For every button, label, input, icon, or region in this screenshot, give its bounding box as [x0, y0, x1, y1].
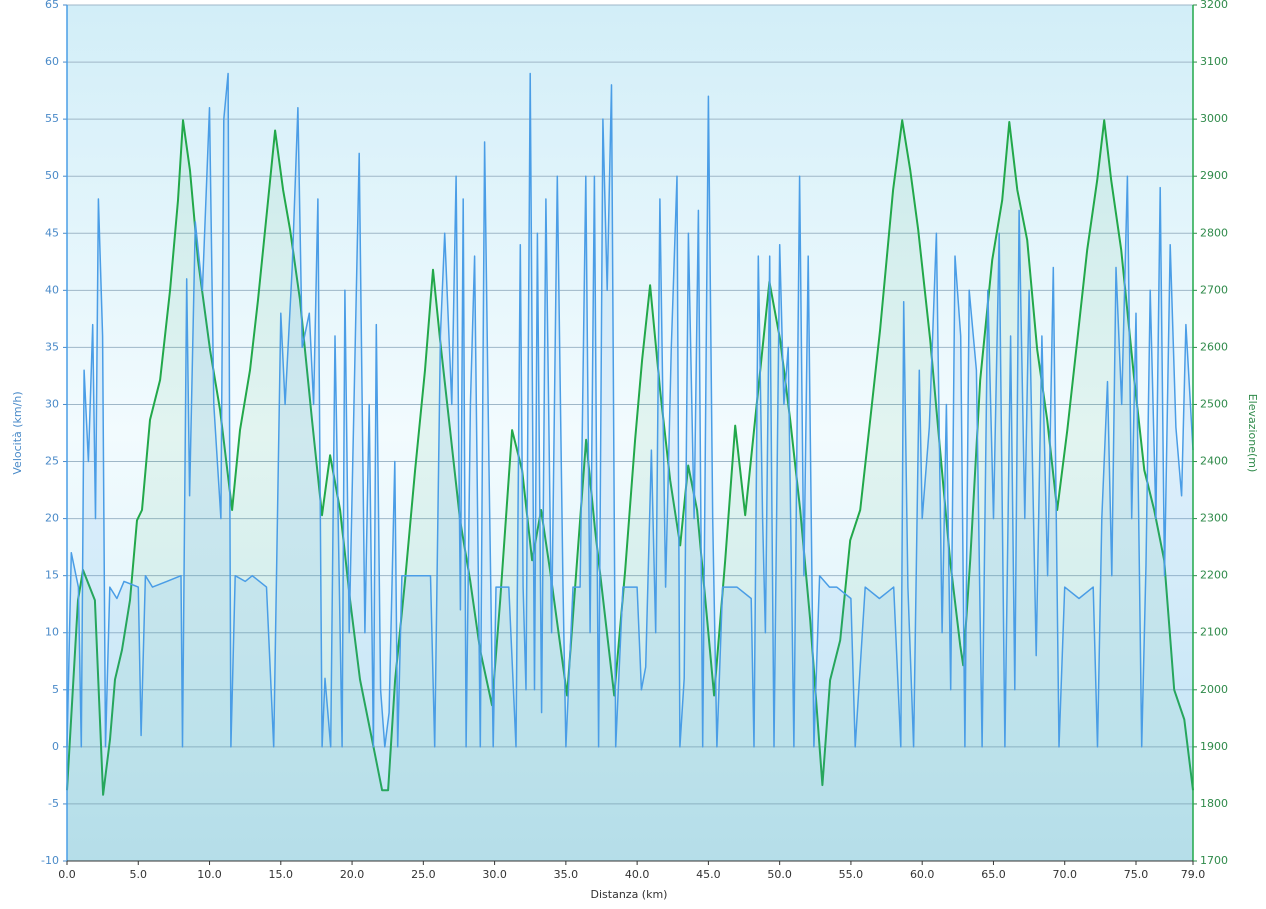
- series-area: [67, 73, 1193, 861]
- y2-tick-label: 2300: [1200, 512, 1228, 525]
- y2-tick-label: 1900: [1200, 740, 1228, 753]
- x-tick-label: 5.0: [130, 868, 148, 881]
- y-tick-label: 45: [45, 226, 59, 239]
- x-tick-label: 20.0: [340, 868, 365, 881]
- y-tick-label: -10: [41, 854, 59, 867]
- y-tick-label: 65: [45, 0, 59, 11]
- x-tick-label: 40.0: [625, 868, 650, 881]
- y-tick-label: 40: [45, 283, 59, 296]
- x-tick-label: 0.0: [58, 868, 76, 881]
- y-tick-label: 55: [45, 112, 59, 125]
- y-tick-label: 60: [45, 55, 59, 68]
- y2-tick-label: 1800: [1200, 797, 1228, 810]
- y-tick-label: 15: [45, 569, 59, 582]
- y2-tick-label: 2400: [1200, 455, 1228, 468]
- y2-tick-label: 3000: [1200, 112, 1228, 125]
- x-tick-label: 10.0: [197, 868, 222, 881]
- y-tick-label: 10: [45, 626, 59, 639]
- y2-tick-label: 2800: [1200, 226, 1228, 239]
- y-tick-label: 35: [45, 340, 59, 353]
- y-tick-label: 30: [45, 397, 59, 410]
- x-tick-label: 25.0: [411, 868, 436, 881]
- x-tick-label: 79.0: [1181, 868, 1206, 881]
- y2-tick-label: 2500: [1200, 397, 1228, 410]
- x-tick-label: 15.0: [269, 868, 294, 881]
- y-tick-label: 25: [45, 455, 59, 468]
- x-axis-label: Distanza (km): [591, 888, 668, 901]
- y-tick-label: 0: [52, 740, 59, 753]
- x-tick-label: 45.0: [696, 868, 721, 881]
- y-tick-label: -5: [48, 797, 59, 810]
- y2-tick-label: 3200: [1200, 0, 1228, 11]
- y2-tick-label: 2600: [1200, 340, 1228, 353]
- y2-tick-label: 3100: [1200, 55, 1228, 68]
- y2-tick-label: 2900: [1200, 169, 1228, 182]
- y2-tick-label: 2200: [1200, 569, 1228, 582]
- y2-axis-label: Elevazione(m): [1246, 394, 1259, 473]
- y-tick-label: 20: [45, 512, 59, 525]
- x-tick-label: 55.0: [839, 868, 864, 881]
- series-line: [66, 119, 1194, 796]
- y2-tick-label: 2000: [1200, 683, 1228, 696]
- y2-tick-label: 2100: [1200, 626, 1228, 639]
- y2-tick-label: 2700: [1200, 283, 1228, 296]
- y-tick-label: 50: [45, 169, 59, 182]
- x-tick-label: 60.0: [910, 868, 935, 881]
- x-tick-label: 70.0: [1052, 868, 1077, 881]
- y-axis-label: Velocità (km/h): [11, 391, 24, 474]
- y2-tick-label: 1700: [1200, 854, 1228, 867]
- x-tick-label: 65.0: [981, 868, 1006, 881]
- x-tick-label: 75.0: [1124, 868, 1149, 881]
- x-tick-label: 35.0: [554, 868, 579, 881]
- x-tick-label: 50.0: [767, 868, 792, 881]
- y-tick-label: 5: [52, 683, 59, 696]
- series-line: [66, 72, 1194, 748]
- x-tick-label: 30.0: [482, 868, 507, 881]
